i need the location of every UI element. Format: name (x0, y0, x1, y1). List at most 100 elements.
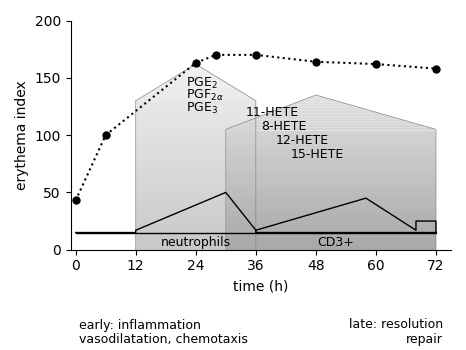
Polygon shape (162, 83, 229, 84)
Polygon shape (226, 141, 436, 143)
Polygon shape (226, 178, 436, 180)
Polygon shape (136, 222, 256, 224)
Polygon shape (136, 162, 256, 164)
Polygon shape (226, 236, 436, 237)
Polygon shape (136, 153, 256, 155)
Polygon shape (226, 146, 436, 148)
Polygon shape (226, 216, 436, 217)
Polygon shape (156, 86, 235, 88)
Polygon shape (226, 159, 436, 160)
Polygon shape (138, 97, 254, 99)
Polygon shape (136, 244, 256, 246)
Polygon shape (136, 121, 256, 124)
Polygon shape (136, 212, 256, 215)
Polygon shape (136, 194, 256, 196)
Polygon shape (136, 151, 256, 153)
Polygon shape (136, 218, 256, 220)
Polygon shape (275, 109, 370, 111)
Polygon shape (136, 228, 256, 229)
Polygon shape (251, 118, 402, 120)
Polygon shape (226, 154, 436, 155)
Polygon shape (226, 129, 436, 131)
Polygon shape (280, 107, 364, 109)
Polygon shape (144, 94, 247, 96)
Polygon shape (168, 79, 223, 81)
Polygon shape (136, 209, 256, 211)
Polygon shape (226, 155, 436, 157)
Polygon shape (226, 185, 436, 186)
Polygon shape (136, 242, 256, 244)
Polygon shape (226, 237, 436, 239)
Polygon shape (226, 183, 436, 185)
Polygon shape (226, 231, 436, 233)
Polygon shape (226, 239, 436, 240)
Polygon shape (231, 126, 429, 127)
Polygon shape (147, 92, 244, 94)
Polygon shape (136, 187, 256, 188)
Polygon shape (136, 127, 256, 129)
Polygon shape (136, 231, 256, 233)
Text: 12-HETE: 12-HETE (276, 134, 329, 147)
Polygon shape (136, 148, 256, 149)
Polygon shape (235, 124, 424, 126)
Polygon shape (226, 193, 436, 194)
Polygon shape (226, 148, 436, 149)
Polygon shape (136, 142, 256, 144)
Polygon shape (226, 135, 436, 137)
Polygon shape (226, 230, 436, 231)
Polygon shape (136, 185, 256, 187)
Polygon shape (136, 166, 256, 168)
Polygon shape (226, 220, 436, 222)
Polygon shape (136, 215, 256, 216)
Polygon shape (136, 203, 256, 205)
Polygon shape (136, 108, 256, 111)
Polygon shape (226, 189, 436, 191)
Text: 8-HETE: 8-HETE (261, 120, 306, 133)
Polygon shape (255, 117, 397, 118)
Polygon shape (226, 242, 436, 244)
Polygon shape (226, 164, 436, 166)
Polygon shape (283, 106, 359, 107)
Polygon shape (136, 177, 256, 179)
Polygon shape (226, 166, 436, 168)
Polygon shape (136, 199, 256, 202)
Polygon shape (136, 216, 256, 218)
Text: CD3+: CD3+ (317, 236, 354, 249)
Polygon shape (271, 111, 375, 112)
Polygon shape (259, 115, 391, 117)
Text: 15-HETE: 15-HETE (291, 148, 344, 161)
Polygon shape (226, 248, 436, 250)
Polygon shape (226, 197, 436, 199)
Polygon shape (226, 234, 436, 236)
Polygon shape (226, 171, 436, 172)
Polygon shape (136, 112, 256, 114)
Y-axis label: erythema index: erythema index (15, 80, 29, 190)
Polygon shape (226, 222, 436, 223)
Polygon shape (226, 233, 436, 234)
Polygon shape (136, 107, 256, 108)
Polygon shape (136, 101, 256, 103)
Polygon shape (136, 149, 256, 151)
Polygon shape (226, 206, 436, 208)
Polygon shape (247, 120, 408, 121)
Polygon shape (226, 180, 436, 182)
Polygon shape (178, 74, 214, 75)
Text: early: inflammation
vasodilatation, chemotaxis: early: inflammation vasodilatation, chem… (79, 318, 248, 346)
Polygon shape (165, 81, 226, 83)
Polygon shape (136, 146, 256, 148)
Polygon shape (226, 174, 436, 175)
Polygon shape (171, 77, 220, 79)
Polygon shape (295, 101, 343, 103)
Polygon shape (226, 247, 436, 248)
Text: PGE$_3$: PGE$_3$ (186, 101, 218, 116)
Polygon shape (136, 246, 256, 248)
Polygon shape (226, 217, 436, 219)
Polygon shape (226, 219, 436, 220)
Polygon shape (136, 207, 256, 209)
Polygon shape (267, 112, 381, 113)
Polygon shape (136, 135, 256, 136)
Polygon shape (136, 125, 256, 127)
Polygon shape (136, 233, 256, 235)
Polygon shape (136, 161, 256, 162)
Polygon shape (136, 188, 256, 190)
